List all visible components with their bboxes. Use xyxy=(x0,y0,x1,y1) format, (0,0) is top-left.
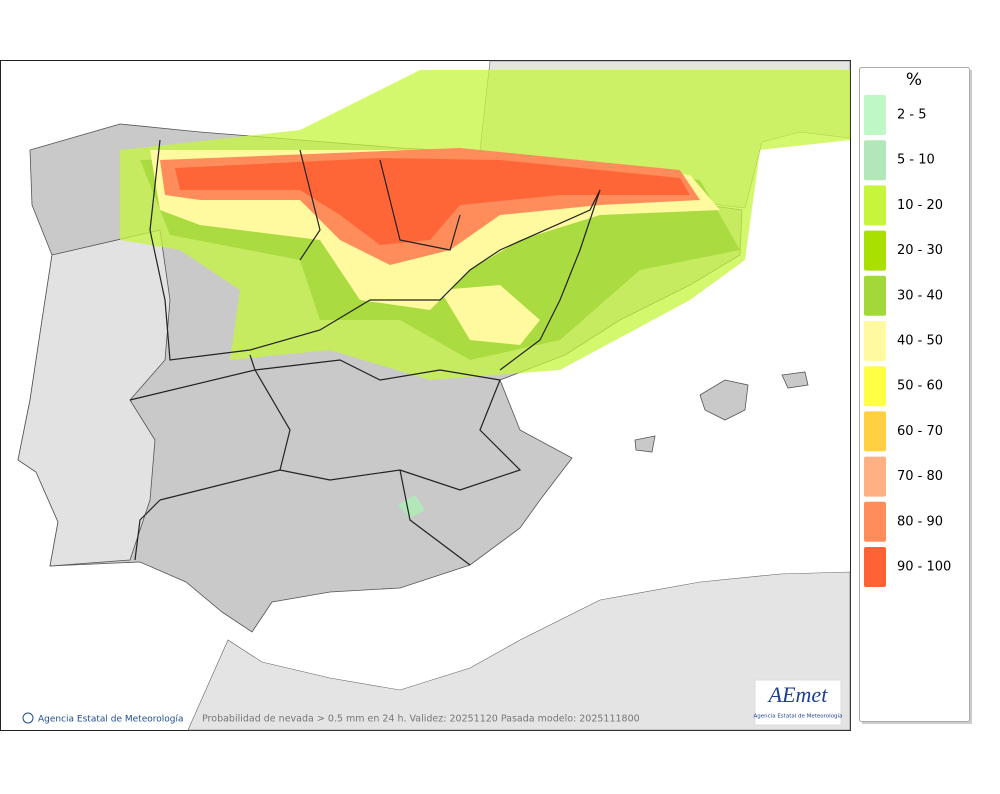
logo-box xyxy=(754,679,842,726)
legend-swatch xyxy=(864,230,886,271)
legend-swatch xyxy=(864,366,886,407)
legend-swatch xyxy=(864,456,886,497)
copyright-icon xyxy=(22,712,34,724)
legend-swatch xyxy=(864,411,886,452)
band-90-100 xyxy=(175,158,690,245)
africa xyxy=(187,571,851,731)
legend-label: 30 - 40 xyxy=(897,288,943,303)
portugal xyxy=(17,229,171,567)
legend-swatch xyxy=(864,321,886,361)
border-east xyxy=(299,149,601,371)
map xyxy=(0,60,851,731)
legend-swatch xyxy=(864,140,886,181)
legend-swatch xyxy=(864,185,886,226)
snow-probability xyxy=(120,70,850,518)
legend-label: 10 - 20 xyxy=(897,198,943,213)
region-borders xyxy=(129,139,601,566)
footer-caption: Probabilidad de nevada > 0.5 mm en 24 h.… xyxy=(202,714,640,725)
balearic-islands xyxy=(634,371,809,453)
legend-swatch xyxy=(864,95,886,135)
legend-swatch xyxy=(864,501,886,542)
legend-title: % xyxy=(906,70,922,90)
legend-label: 40 - 50 xyxy=(897,334,943,349)
footer-credit: Agencia Estatal de Meteorología xyxy=(38,715,184,725)
logo: AEmet Agencia Estatal de Meteorología xyxy=(754,679,843,726)
legend-label: 60 - 70 xyxy=(897,424,943,439)
legend-label: 80 - 90 xyxy=(897,514,943,529)
logo-name: AEmet xyxy=(767,682,829,707)
legend-label: 2 - 5 xyxy=(897,108,927,123)
legend-label: 50 - 60 xyxy=(897,379,943,394)
band-sierra-nevada xyxy=(398,495,425,518)
legend-label: 5 - 10 xyxy=(897,153,935,168)
band-40-50-iberico xyxy=(440,285,540,345)
footer: Agencia Estatal de Meteorología Probabil… xyxy=(22,712,640,725)
legend-box xyxy=(859,67,970,722)
legend-swatch xyxy=(864,275,886,316)
border-south xyxy=(129,354,522,566)
legend-label: 70 - 80 xyxy=(897,469,943,484)
legend-swatch xyxy=(864,547,886,587)
border-north xyxy=(149,139,601,361)
logo-subtitle: Agencia Estatal de Meteorología xyxy=(754,713,843,720)
legend: % 2 - 5 5 - 10 10 - 20 20 - 30 30 - 40 40 - 5… xyxy=(859,67,972,724)
legend-label: 20 - 30 xyxy=(897,243,943,258)
legend-label: 90 - 100 xyxy=(897,560,951,575)
